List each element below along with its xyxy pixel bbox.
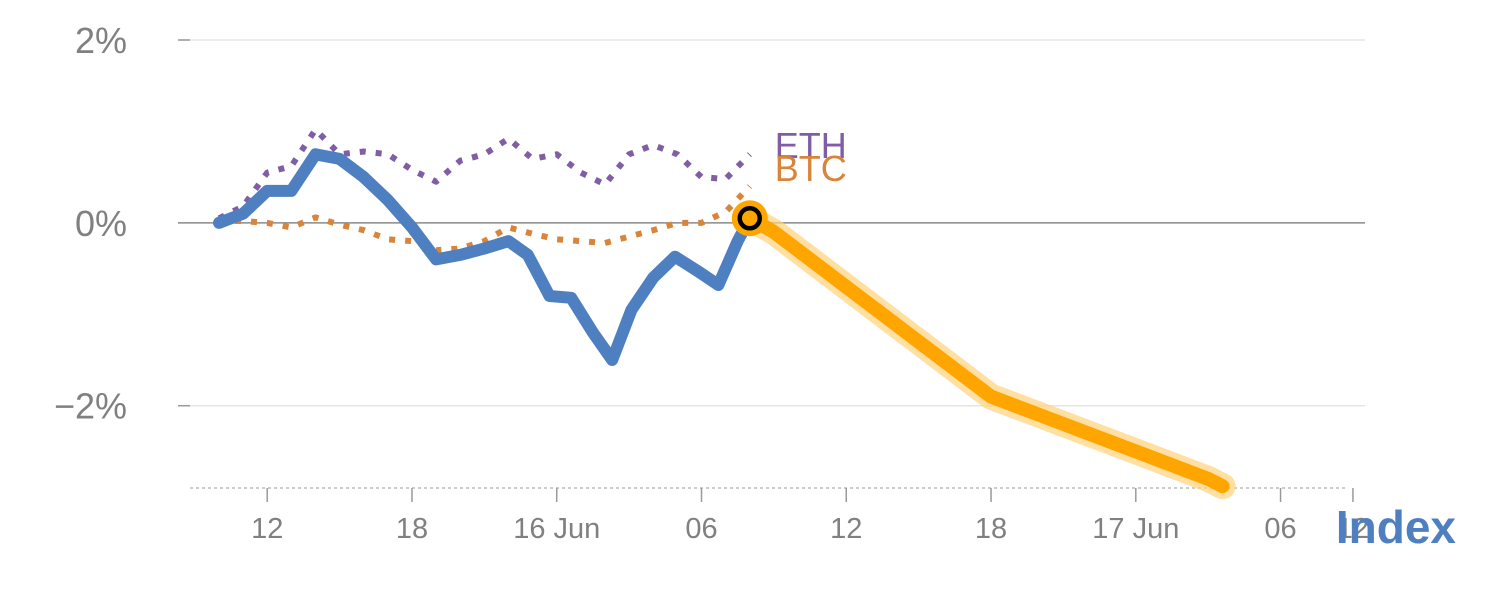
x-tick-label: 18 [975,513,1007,545]
x-tick-label: 16 Jun [513,513,600,545]
series-layer [213,126,1236,500]
y-tick-label: 2% [75,20,127,61]
x-tick-label: 12 [251,513,283,545]
series-line-forecast-glow [736,205,1236,500]
series-line-eth [217,126,752,221]
current-point-marker-outer [731,200,768,237]
x-tick-label: 17 Jun [1092,513,1179,545]
series-label-eth: ETH [775,125,847,166]
series-line-forecast [742,211,1230,494]
y-tick-label: −2% [54,386,127,427]
x-tick-label: 12 [830,513,862,545]
series-label-btc: BTC [775,148,847,189]
x-tick-label: 06 [1264,513,1296,545]
x-tick-label: 18 [396,513,428,545]
x-tick-label: 06 [685,513,717,545]
marker-layer [731,200,768,237]
x-tick-label: 12 [1337,513,1369,545]
series-label-index: Index [1336,501,1457,553]
label-layer: ETH BTC Index [775,125,1457,553]
series-line-index [213,148,756,366]
current-point-marker-inner [737,206,763,231]
series-line-btc [219,184,752,254]
y-tick-label: 0% [75,203,127,244]
axis-layer: 2% 0% −2% 12 18 16 Jun 06 12 18 17 Jun 06 12 [54,20,1369,545]
